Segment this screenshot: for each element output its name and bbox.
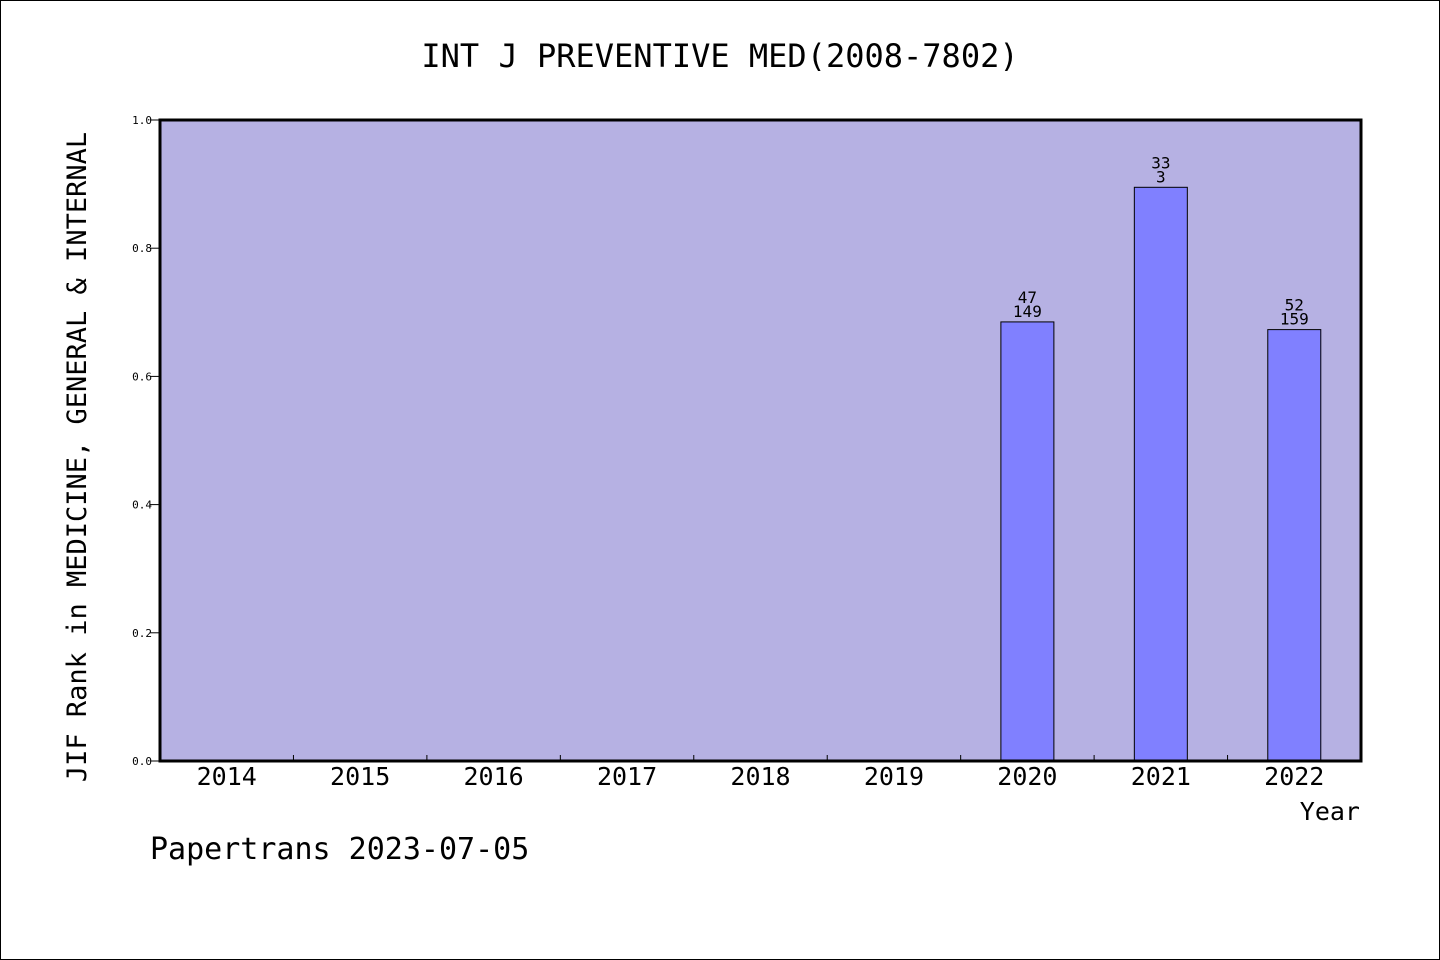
bar-rank-label: 47 [1018, 288, 1037, 307]
x-tick-label: 2018 [730, 762, 790, 791]
bar-total-label: 149 [1013, 302, 1042, 321]
footer-text: Papertrans 2023-07-05 [150, 832, 530, 867]
bar-2022 [1267, 329, 1322, 762]
y-tick-label: 0.8 [132, 242, 152, 255]
x-tick-label: 2016 [464, 762, 524, 791]
x-tick-label: 2020 [997, 762, 1057, 791]
y-tick-label: 0.2 [132, 627, 152, 640]
y-axis-label: JIF Rank in MEDICINE, GENERAL & INTERNAL [62, 132, 93, 782]
y-tick-label: 0.0 [132, 755, 152, 768]
x-tick-label: 2017 [597, 762, 657, 791]
bar-2021 [1133, 186, 1188, 762]
bar-total-label: 159 [1280, 310, 1309, 329]
x-axis-label: Year [1300, 797, 1360, 826]
bar-2020 [1000, 321, 1055, 762]
x-tick-label: 2021 [1131, 762, 1191, 791]
y-tick-label: 0.4 [132, 499, 152, 512]
y-tick-label: 0.6 [132, 370, 152, 383]
x-tick-label: 2022 [1264, 762, 1324, 791]
x-tick-label: 2014 [197, 762, 257, 791]
chart-title: INT J PREVENTIVE MED(2008-7802) [421, 37, 1018, 75]
x-tick-label: 2019 [864, 762, 924, 791]
x-tick-label: 2015 [330, 762, 390, 791]
bar-total-label: 3 [1156, 167, 1166, 186]
plot-border [158, 118, 1363, 763]
bar-rank-label: 52 [1285, 296, 1304, 315]
y-tick-label: 1.0 [132, 114, 152, 127]
bar-rank-label: 33 [1151, 153, 1170, 172]
bars-group [1000, 186, 1322, 762]
y-axis: 0.0 0.2 0.4 0.6 0.8 1.0 [132, 114, 160, 768]
x-axis: 2014 2015 2016 2017 2018 2019 2020 2021 2022 [197, 755, 1324, 791]
